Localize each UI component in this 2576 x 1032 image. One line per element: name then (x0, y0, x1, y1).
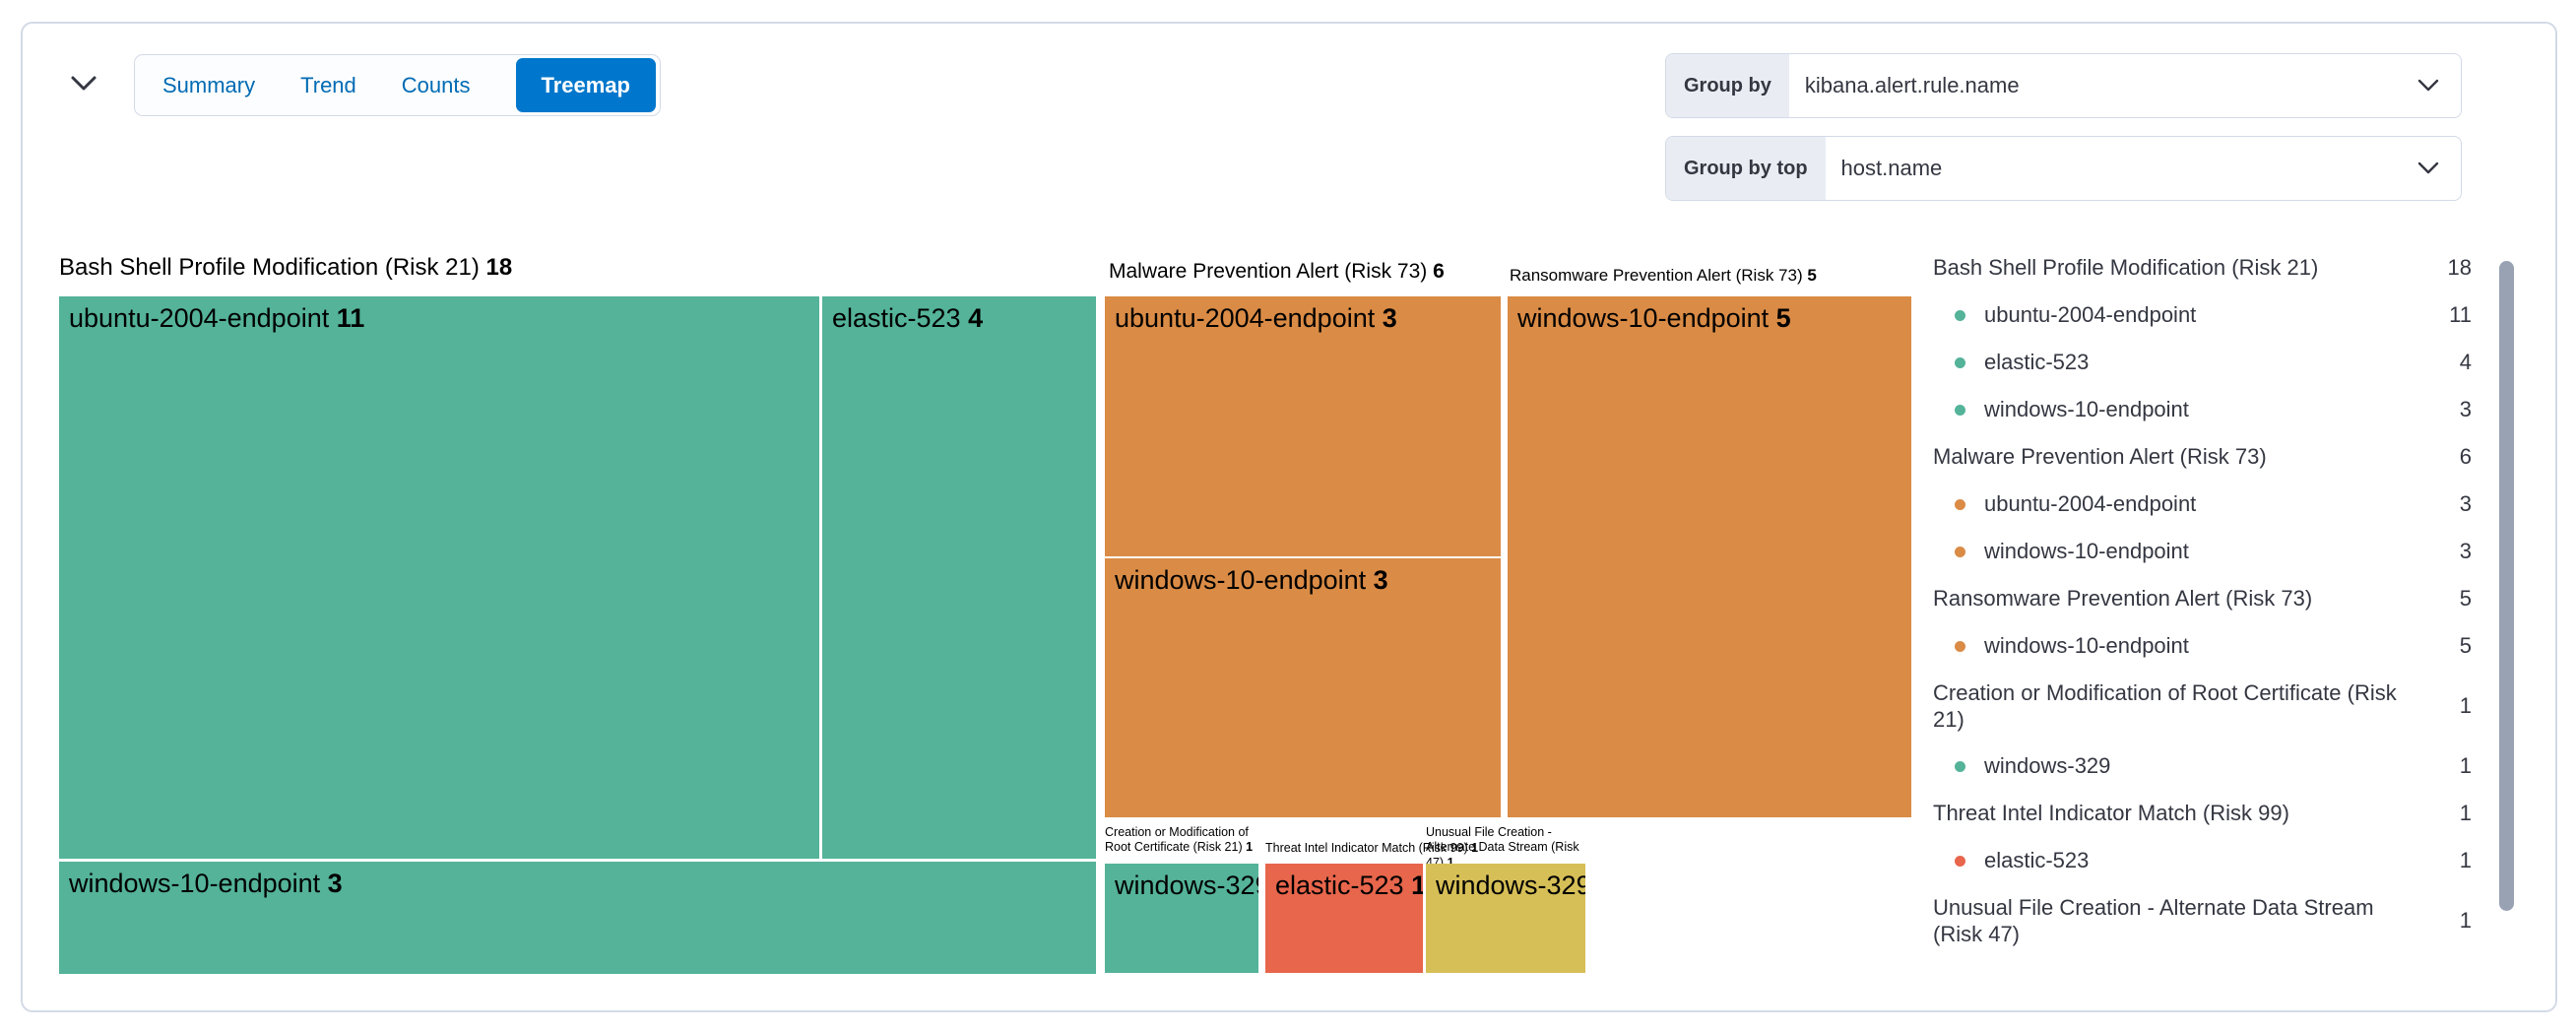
legend-dot-icon (1955, 309, 1965, 321)
treemap-cell[interactable]: elastic-523 1 (1265, 864, 1423, 973)
tab-counts[interactable]: Counts (401, 72, 471, 97)
legend-dot-icon (1955, 404, 1965, 416)
legend-item-row[interactable]: windows-10-endpoint 5 (1933, 622, 2472, 670)
legend-scrollbar[interactable] (2499, 261, 2514, 911)
alerts-treemap-chart: Bash Shell Profile Modification (Risk 21… (59, 252, 1911, 975)
chevron-down-icon (70, 75, 97, 97)
treemap-cell[interactable]: windows-329 1 (1105, 864, 1258, 973)
legend-item-row[interactable]: elastic-523 4 (1933, 339, 2472, 386)
treemap-cell[interactable]: ubuntu-2004-endpoint 3 (1105, 296, 1501, 556)
tab-summary[interactable]: Summary (162, 72, 256, 97)
legend-item-row[interactable]: ubuntu-2004-endpoint 11 (1933, 291, 2472, 339)
group-by-top-value: host.name (1840, 156, 1943, 180)
legend-dot-icon (1955, 640, 1965, 652)
treemap-cell[interactable]: windows-10-endpoint 3 (1105, 558, 1501, 817)
group-by-top-select[interactable]: Group by top host.name (1665, 136, 2462, 201)
legend-item-row[interactable]: elastic-523 1 (1933, 837, 2472, 884)
group-by-select[interactable]: Group by kibana.alert.rule.name (1665, 53, 2462, 118)
chevron-down-icon (2410, 54, 2461, 117)
treemap-cell[interactable]: ubuntu-2004-endpoint 11 (59, 296, 819, 859)
legend-dot-icon (1955, 498, 1965, 510)
legend-dot-icon (1955, 356, 1965, 368)
legend-item-row[interactable]: windows-329 1 (1933, 742, 2472, 790)
legend-dot-icon (1955, 546, 1965, 557)
legend-group-row[interactable]: Ransomware Prevention Alert (Risk 73) 5 (1933, 586, 2472, 612)
treemap-group-label: Creation or Modification of Root Certifi… (1105, 825, 1254, 855)
legend-group-row[interactable]: Creation or Modification of Root Certifi… (1933, 679, 2472, 733)
treemap-cell[interactable]: windows-10-endpoint 5 (1508, 296, 1911, 817)
legend-dot-icon (1955, 855, 1965, 867)
legend-group-row[interactable]: Malware Prevention Alert (Risk 73) 6 (1933, 444, 2472, 470)
tab-treemap[interactable]: Treemap (515, 58, 656, 112)
treemap-group-label: Threat Intel Indicator Match (Risk 99) 1 (1265, 841, 1479, 855)
treemap-group-label: Ransomware Prevention Alert (Risk 73) 5 (1510, 266, 1817, 285)
legend-item-row[interactable]: windows-10-endpoint 3 (1933, 386, 2472, 433)
treemap-cell[interactable]: elastic-523 4 (822, 296, 1096, 859)
legend-item-row[interactable]: ubuntu-2004-endpoint 3 (1933, 481, 2472, 528)
treemap-legend: Bash Shell Profile Modification (Risk 21… (1933, 244, 2472, 957)
legend-group-row[interactable]: Threat Intel Indicator Match (Risk 99) 1 (1933, 801, 2472, 826)
treemap-group-label: Malware Prevention Alert (Risk 73) 6 (1109, 260, 1445, 283)
group-by-prepend-label: Group by (1666, 54, 1789, 117)
treemap-group-label: Bash Shell Profile Modification (Risk 21… (59, 254, 513, 281)
group-by-top-prepend-label: Group by top (1666, 137, 1826, 200)
legend-item-row[interactable]: windows-10-endpoint 3 (1933, 528, 2472, 575)
legend-group-row[interactable]: Unusual File Creation - Alternate Data S… (1933, 894, 2472, 947)
tab-trend[interactable]: Trend (300, 72, 356, 97)
chevron-down-icon (2410, 137, 2461, 200)
collapse-toggle-button[interactable] (65, 71, 102, 100)
treemap-cell[interactable]: windows-329 1 (1426, 864, 1585, 973)
treemap-cell[interactable]: windows-10-endpoint 3 (59, 862, 1096, 974)
legend-group-row[interactable]: Bash Shell Profile Modification (Risk 21… (1933, 255, 2472, 281)
legend-dot-icon (1955, 760, 1965, 772)
alerts-view-tabgroup: Summary Trend Counts Treemap (134, 54, 661, 116)
group-by-value: kibana.alert.rule.name (1804, 73, 2020, 97)
